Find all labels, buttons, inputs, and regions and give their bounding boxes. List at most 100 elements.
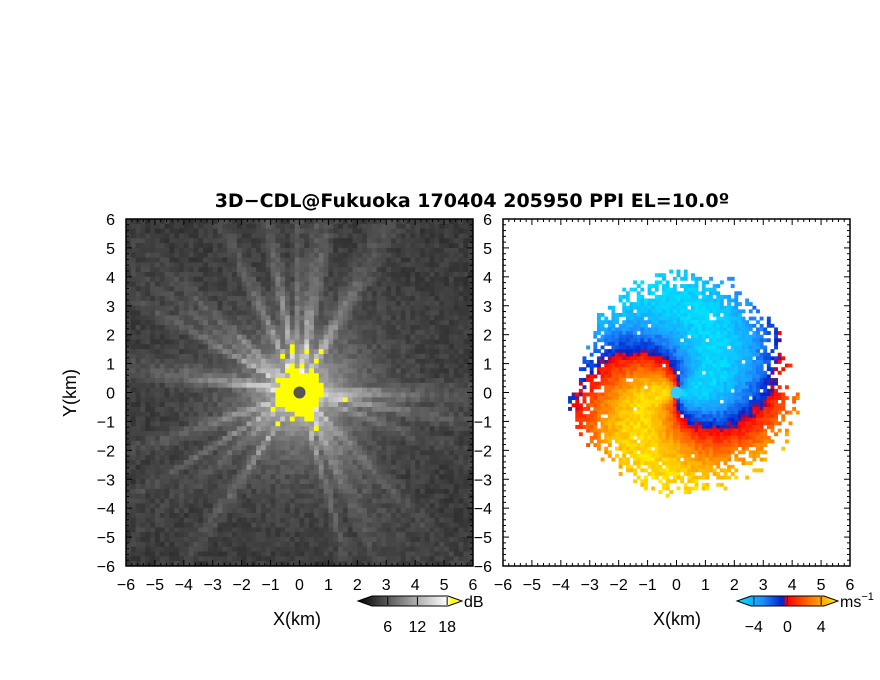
reflectivity-cell [400,484,406,490]
reflectivity-cell [179,373,185,379]
reflectivity-cell [376,233,382,239]
reflectivity-cell [453,238,459,244]
reflectivity-cell [164,349,170,355]
reflectivity-cell [448,498,455,504]
reflectivity-cell [203,469,209,475]
reflectivity-cell [135,320,141,326]
reflectivity-cell [381,219,387,225]
reflectivity-cell [164,353,170,360]
reflectivity-cell [164,440,170,446]
reflectivity-cell [246,267,252,273]
reflectivity-cell [260,228,267,234]
reflectivity-cell [183,247,190,254]
reflectivity-cell [458,310,464,316]
reflectivity-cell [468,382,474,389]
reflectivity-cell [405,373,411,379]
reflectivity-cell [429,281,435,287]
reflectivity-cell [198,512,204,519]
reflectivity-cell [405,349,411,355]
reflectivity-cell [260,286,267,292]
reflectivity-cell [328,233,334,239]
reflectivity-cell [154,469,161,475]
reflectivity-cell [222,416,228,422]
reflectivity-cell [280,532,286,538]
reflectivity-cell [405,305,411,311]
reflectivity-cell [429,406,435,413]
reflectivity-cell [444,320,450,326]
reflectivity-cell [419,392,426,398]
reflectivity-cell [294,267,300,273]
reflectivity-cell [405,493,411,499]
reflectivity-cell [453,325,459,331]
reflectivity-cell [299,546,305,552]
reflectivity-cell [164,484,170,490]
reflectivity-cell [135,532,141,538]
reflectivity-cell [323,426,329,432]
reflectivity-cell [338,363,344,369]
reflectivity-cell [246,455,252,461]
reflectivity-cell [256,431,262,437]
reflectivity-cell [150,315,156,321]
reflectivity-cell [439,291,445,297]
reflectivity-cell [212,257,218,263]
reflectivity-cell [241,537,247,543]
reflectivity-cell [154,541,161,548]
reflectivity-cell [275,382,281,389]
reflectivity-cell [145,334,151,340]
reflectivity-cell [400,479,406,485]
reflectivity-cell [294,228,300,234]
reflectivity-cell [126,397,132,403]
reflectivity-cell [468,503,474,509]
reflectivity-cell [222,349,228,355]
reflectivity-cell [405,479,411,485]
reflectivity-cell [260,247,267,254]
reflectivity-cell [275,243,281,249]
reflectivity-cell [342,223,349,230]
reflectivity-cell [400,455,406,461]
reflectivity-cell [424,440,431,446]
reflectivity-cell [333,267,339,273]
reflectivity-cell [289,445,296,451]
reflectivity-cell [342,339,349,345]
reflectivity-cell [468,238,474,244]
reflectivity-cell [227,320,233,326]
reflectivity-cell [328,296,334,302]
reflectivity-cell [130,272,137,278]
reflectivity-cell [212,325,218,331]
reflectivity-cell [347,406,353,413]
reflectivity-cell [342,320,349,326]
reflectivity-cell [188,541,194,548]
reflectivity-cell [256,440,262,446]
reflectivity-cell [419,469,426,475]
reflectivity-cell [415,267,421,273]
reflectivity-cell [270,541,276,548]
reflectivity-cell [294,435,300,442]
reflectivity-cell [260,334,267,340]
reflectivity-cell [169,339,175,345]
reflectivity-cell [207,431,214,437]
reflectivity-cell [313,252,320,258]
reflectivity-cell [227,339,233,345]
reflectivity-cell [458,498,464,504]
reflectivity-cell [342,267,349,273]
reflectivity-cell [260,373,267,379]
reflectivity-cell [429,387,435,393]
reflectivity-cell [188,421,194,427]
reflectivity-cell [154,512,161,519]
reflectivity-cell [333,455,339,461]
reflectivity-cell [280,431,286,437]
reflectivity-cell [434,512,440,519]
reflectivity-cell [246,300,252,307]
reflectivity-cell [400,223,406,230]
reflectivity-cell [126,431,132,437]
reflectivity-cell [227,310,233,316]
reflectivity-cell [400,262,406,268]
reflectivity-cell [419,387,426,393]
reflectivity-cell [386,469,392,475]
reflectivity-cell [357,373,363,379]
reflectivity-cell [246,435,252,442]
reflectivity-cell [232,508,238,514]
reflectivity-cell [275,363,281,369]
reflectivity-cell [179,551,185,557]
reflectivity-cell [347,353,353,360]
